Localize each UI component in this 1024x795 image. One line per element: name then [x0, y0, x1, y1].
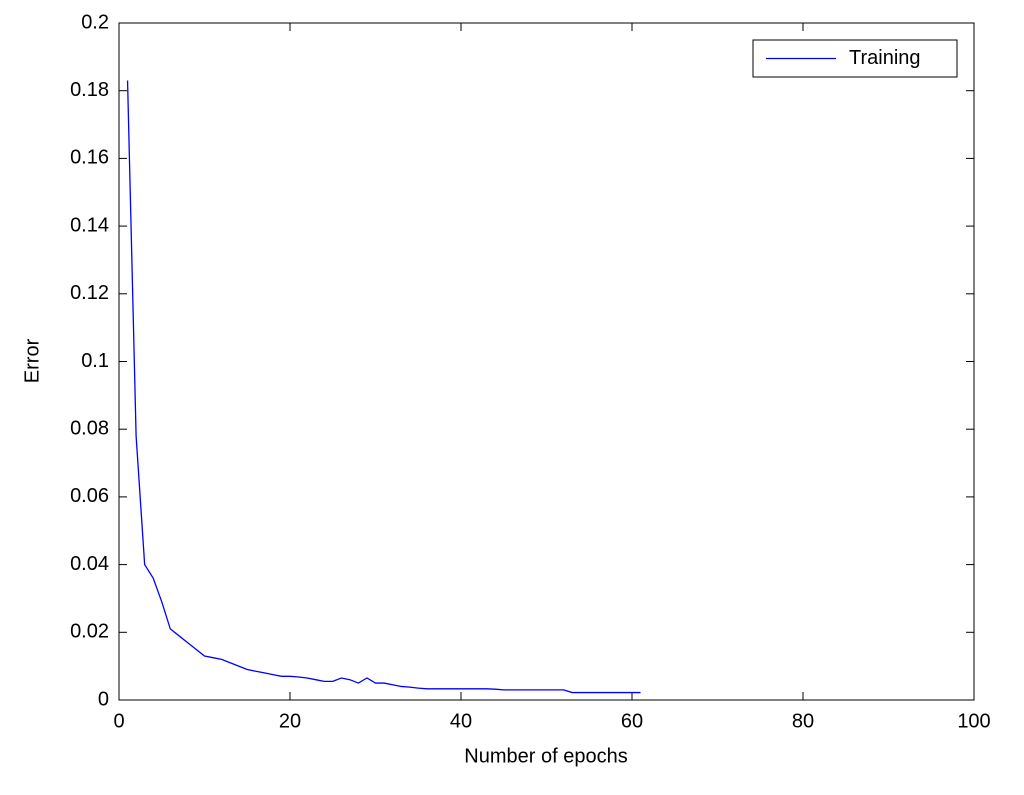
legend-label: Training [849, 47, 921, 69]
y-tick-label: 0.1 [81, 350, 109, 372]
y-tick-label: 0.18 [70, 79, 109, 101]
x-tick-label: 60 [621, 710, 643, 732]
y-tick-label: 0.04 [70, 553, 109, 575]
y-tick-label: 0 [98, 688, 109, 710]
y-tick-label: 0.06 [70, 485, 109, 507]
x-axis-label: Number of epochs [464, 745, 627, 767]
y-tick-label: 0.14 [70, 214, 109, 236]
x-tick-label: 0 [113, 710, 124, 732]
y-tick-label: 0.02 [70, 621, 109, 643]
plot-frame [118, 22, 975, 701]
line [126, 80, 641, 694]
y-tick-label: 0.12 [70, 282, 109, 304]
y-axis-label: Error [21, 338, 43, 383]
y-tick-label: 0.16 [70, 147, 109, 169]
y-tick-label: 0.2 [81, 11, 109, 33]
x-tick-label: 80 [792, 710, 814, 732]
x-tick-label: 100 [957, 710, 990, 732]
y-tick-label: 0.08 [70, 417, 109, 439]
x-tick-label: 20 [279, 710, 301, 732]
x-tick-label: 40 [450, 710, 472, 732]
